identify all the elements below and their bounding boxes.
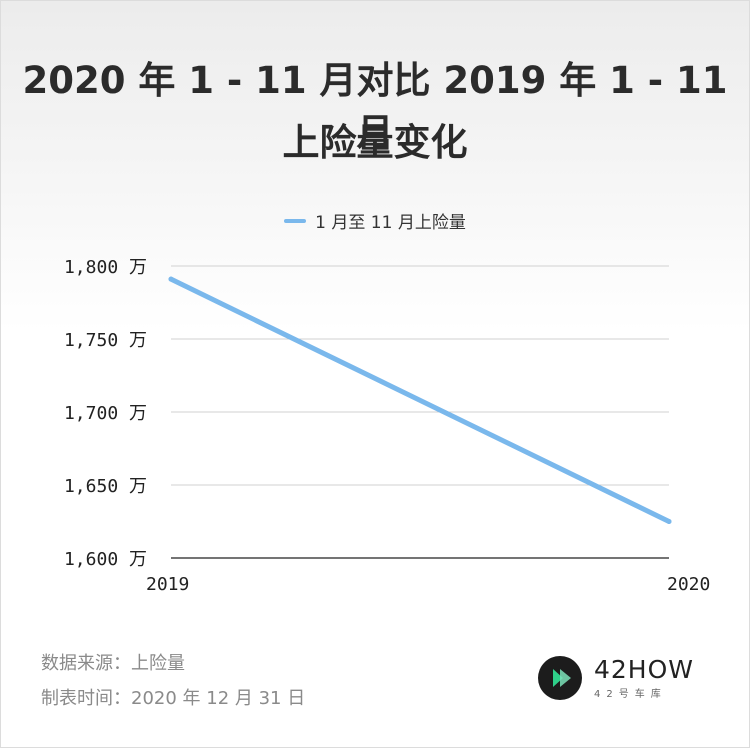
y-tick-label: 1,800 万 [64,257,147,278]
data-source-note: 数据来源：上险量 [41,653,185,674]
series-line [168,276,672,524]
y-tick-label: 1,700 万 [64,403,147,424]
x-tick-label: 2019 [146,574,189,595]
y-tick-label: 1,750 万 [64,330,147,351]
chart-title-line-1: 2020 年 1 - 11 月对比 2019 年 1 - 11 月 [22,59,728,154]
chart-title-line-2: 上险量变化 [282,121,468,164]
y-tick-label: 1,600 万 [64,549,147,570]
logo-name: 42HOW [594,654,695,684]
line-chart: 1,800 万 1,750 万 1,700 万 1,650 万 1,600 万 2019 2… [64,257,710,595]
logo-mark-icon [538,656,582,700]
data-point [666,519,672,524]
y-tick-label: 1,650 万 [64,476,147,497]
legend-label: 1 月至 11 月上险量 [315,213,466,233]
legend-swatch [284,218,307,223]
data-point [168,276,174,282]
legend: 1 月至 11 月上险量 [1,208,749,233]
x-tick-label: 2020 [667,574,710,595]
logo-subtitle: 42号车库 [594,688,667,700]
created-date-note: 制表时间：2020 年 12 月 31 日 [41,688,306,709]
brand-logo: 42HOW 42号车库 [538,656,694,700]
